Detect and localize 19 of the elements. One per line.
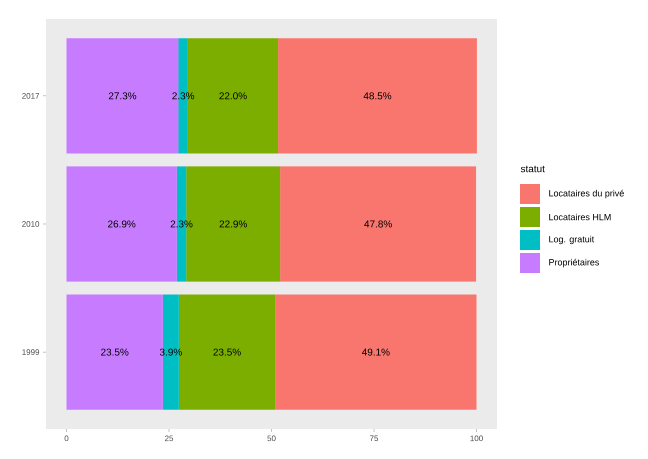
data-label: 22.0%: [219, 92, 247, 100]
bar: [278, 38, 477, 154]
data-label: 48.5%: [364, 92, 392, 100]
data-label: 23.5%: [101, 348, 128, 356]
data-label: 47.8%: [364, 220, 392, 228]
data-label: 22.9%: [220, 220, 247, 228]
data-label: 2.3%: [172, 92, 194, 100]
data-label: 23.5%: [213, 348, 241, 356]
data-label: 26.9%: [108, 220, 136, 228]
legend-title: statut: [520, 166, 545, 172]
data-label: 27.3%: [108, 92, 136, 100]
legend-label: Locataires HLM: [549, 214, 611, 220]
legend-label: Log. gratuit: [549, 236, 594, 244]
data-label: 2.3%: [170, 220, 193, 228]
legend-label: Propriétaires: [549, 258, 600, 268]
data-label: 49.1%: [362, 348, 390, 356]
bar: [275, 294, 477, 410]
legend-label: Locataires du privé: [549, 190, 624, 198]
bar: [280, 166, 476, 282]
